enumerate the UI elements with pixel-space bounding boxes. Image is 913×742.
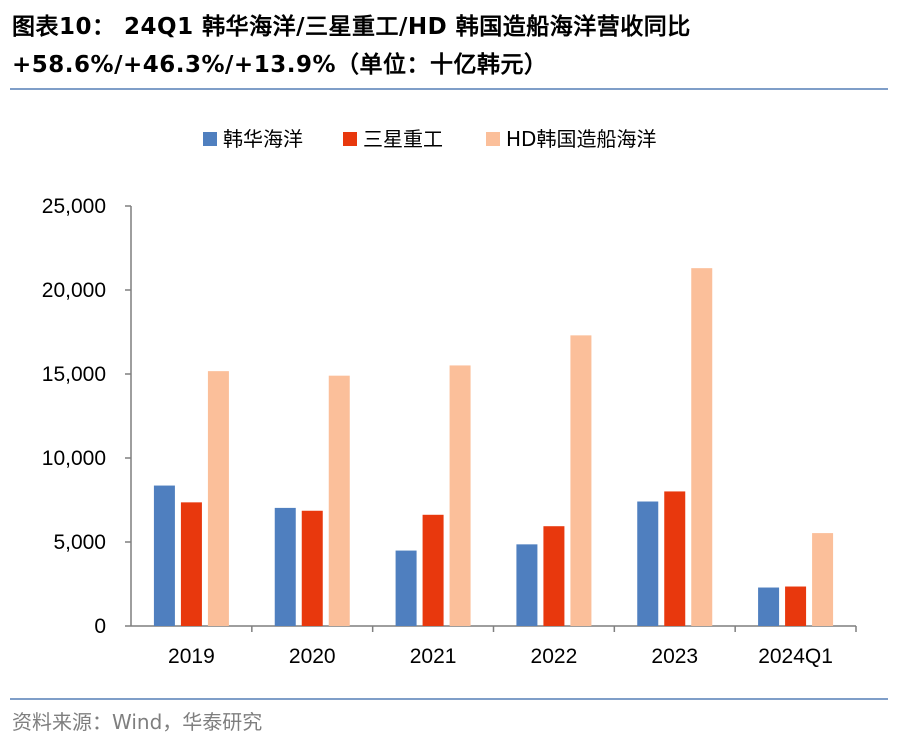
bar-三星重工-2020 (301, 510, 323, 626)
bar-chart: 韩华海洋 三星重工 HD韩国造船海洋 0 5,000 10,000 15,000 20,000… (42, 127, 857, 668)
x-tick-label-2022: 2022 (531, 645, 578, 668)
legend-swatch-1 (203, 132, 217, 146)
bar-韩华海洋-2022 (516, 544, 538, 626)
bar-三星重工-2021 (422, 514, 444, 626)
y-tick-label-0: 0 (94, 615, 106, 638)
bar-三星重工-2019 (180, 502, 202, 626)
bar-三星重工-2023 (664, 491, 686, 626)
legend-label-3: HD韩国造船海洋 (506, 127, 656, 151)
y-tick-label-10000: 10,000 (42, 447, 106, 470)
bar-HD韩国造船海洋-2020 (328, 375, 350, 626)
title-line-2: +58.6%/+46.3%/+13.9%（单位：十亿韩元） (12, 52, 548, 78)
bar-HD韩国造船海洋-2021 (449, 365, 471, 626)
bar-HD韩国造船海洋-2022 (570, 335, 592, 626)
legend-label-1: 韩华海洋 (223, 127, 303, 151)
bar-韩华海洋-2020 (274, 507, 296, 626)
title-line-1: 图表10： 24Q1 韩华海洋/三星重工/HD 韩国造船海洋营收同比 (12, 14, 691, 40)
x-tick-label-2020: 2020 (289, 645, 336, 668)
y-tick-label-15000: 15,000 (42, 363, 106, 386)
y-tick-label-20000: 20,000 (42, 279, 106, 302)
x-tick-label-2021: 2021 (410, 645, 457, 668)
bar-韩华海洋-2021 (395, 550, 417, 626)
bar-三星重工-2024Q1 (785, 586, 807, 626)
chart-title: 图表10： 24Q1 韩华海洋/三星重工/HD 韩国造船海洋营收同比 +58.6… (12, 8, 902, 84)
x-tick-label-2019: 2019 (168, 645, 215, 668)
source-note: 资料来源：Wind，华泰研究 (12, 710, 263, 734)
x-tick-label-2024Q1: 2024Q1 (758, 645, 833, 668)
bar-HD韩国造船海洋-2024Q1 (812, 533, 834, 626)
bottom-divider (10, 698, 888, 700)
y-tick-label-5000: 5,000 (53, 531, 106, 554)
bar-三星重工-2022 (543, 526, 565, 626)
legend-swatch-3 (486, 132, 500, 146)
legend-swatch-2 (343, 132, 357, 146)
bar-HD韩国造船海洋-2019 (207, 371, 229, 626)
top-divider (10, 88, 888, 90)
bar-韩华海洋-2024Q1 (758, 587, 780, 626)
bar-HD韩国造船海洋-2023 (691, 268, 713, 626)
legend-label-2: 三星重工 (363, 127, 443, 151)
bar-韩华海洋-2019 (153, 485, 175, 626)
x-tick-label-2023: 2023 (651, 645, 698, 668)
bar-韩华海洋-2023 (637, 501, 659, 626)
y-tick-label-25000: 25,000 (42, 195, 106, 218)
